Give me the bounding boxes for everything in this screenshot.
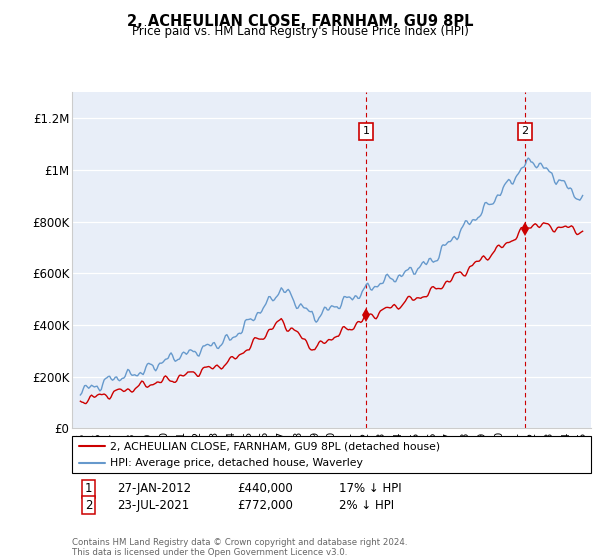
Text: 23-JUL-2021: 23-JUL-2021 xyxy=(117,498,189,512)
Text: 1: 1 xyxy=(85,482,92,496)
Text: 2, ACHEULIAN CLOSE, FARNHAM, GU9 8PL: 2, ACHEULIAN CLOSE, FARNHAM, GU9 8PL xyxy=(127,14,473,29)
Text: 17% ↓ HPI: 17% ↓ HPI xyxy=(339,482,401,496)
Text: 2% ↓ HPI: 2% ↓ HPI xyxy=(339,498,394,512)
Text: HPI: Average price, detached house, Waverley: HPI: Average price, detached house, Wave… xyxy=(110,458,362,468)
Text: 27-JAN-2012: 27-JAN-2012 xyxy=(117,482,191,496)
Text: Contains HM Land Registry data © Crown copyright and database right 2024.
This d: Contains HM Land Registry data © Crown c… xyxy=(72,538,407,557)
Text: £772,000: £772,000 xyxy=(237,498,293,512)
Text: 2: 2 xyxy=(521,126,529,136)
Text: 2, ACHEULIAN CLOSE, FARNHAM, GU9 8PL (detached house): 2, ACHEULIAN CLOSE, FARNHAM, GU9 8PL (de… xyxy=(110,441,440,451)
Text: 2: 2 xyxy=(85,498,92,512)
Text: £440,000: £440,000 xyxy=(237,482,293,496)
Text: Price paid vs. HM Land Registry's House Price Index (HPI): Price paid vs. HM Land Registry's House … xyxy=(131,25,469,38)
Text: 1: 1 xyxy=(362,126,370,136)
